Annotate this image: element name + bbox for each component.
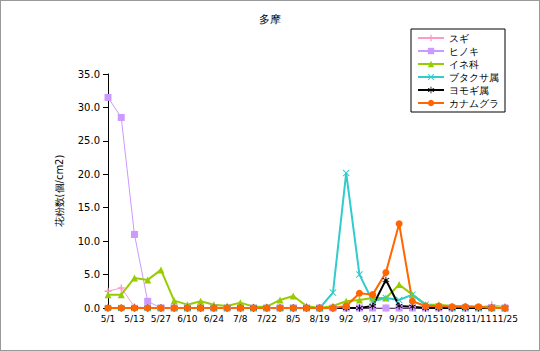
svg-text:10/15: 10/15	[413, 314, 439, 324]
svg-text:ヒノキ: ヒノキ	[449, 46, 479, 57]
svg-text:15.0: 15.0	[78, 202, 100, 213]
svg-text:0.0: 0.0	[84, 303, 100, 314]
svg-text:5.0: 5.0	[84, 269, 100, 280]
svg-text:ブタクサ属: ブタクサ属	[449, 72, 499, 83]
svg-text:8/5: 8/5	[286, 314, 300, 324]
svg-text:9/30: 9/30	[389, 314, 409, 324]
svg-text:5/1: 5/1	[101, 314, 115, 324]
svg-text:25.0: 25.0	[78, 135, 100, 146]
svg-text:11/11: 11/11	[466, 314, 492, 324]
svg-text:カナムグラ: カナムグラ	[449, 98, 499, 109]
svg-text:多摩: 多摩	[259, 13, 281, 26]
svg-text:20.0: 20.0	[78, 169, 100, 180]
svg-text:イネ科: イネ科	[449, 59, 479, 70]
svg-text:6/24: 6/24	[204, 314, 224, 324]
svg-text:スギ: スギ	[449, 33, 469, 44]
svg-text:10.0: 10.0	[78, 236, 100, 247]
svg-text:30.0: 30.0	[78, 102, 100, 113]
svg-text:10/28: 10/28	[439, 314, 465, 324]
svg-text:7/22: 7/22	[257, 314, 277, 324]
svg-text:7/8: 7/8	[233, 314, 248, 324]
svg-text:9/2: 9/2	[339, 314, 353, 324]
svg-text:ヨモギ属: ヨモギ属	[449, 85, 489, 96]
svg-text:花粉数(個/cm2): 花粉数(個/cm2)	[54, 155, 65, 228]
svg-text:8/19: 8/19	[310, 314, 330, 324]
svg-text:35.0: 35.0	[78, 69, 100, 80]
svg-text:6/10: 6/10	[177, 314, 197, 324]
svg-text:5/27: 5/27	[151, 314, 171, 324]
svg-text:5/13: 5/13	[124, 314, 144, 324]
svg-text:9/17: 9/17	[363, 314, 383, 324]
svg-text:11/25: 11/25	[492, 314, 518, 324]
